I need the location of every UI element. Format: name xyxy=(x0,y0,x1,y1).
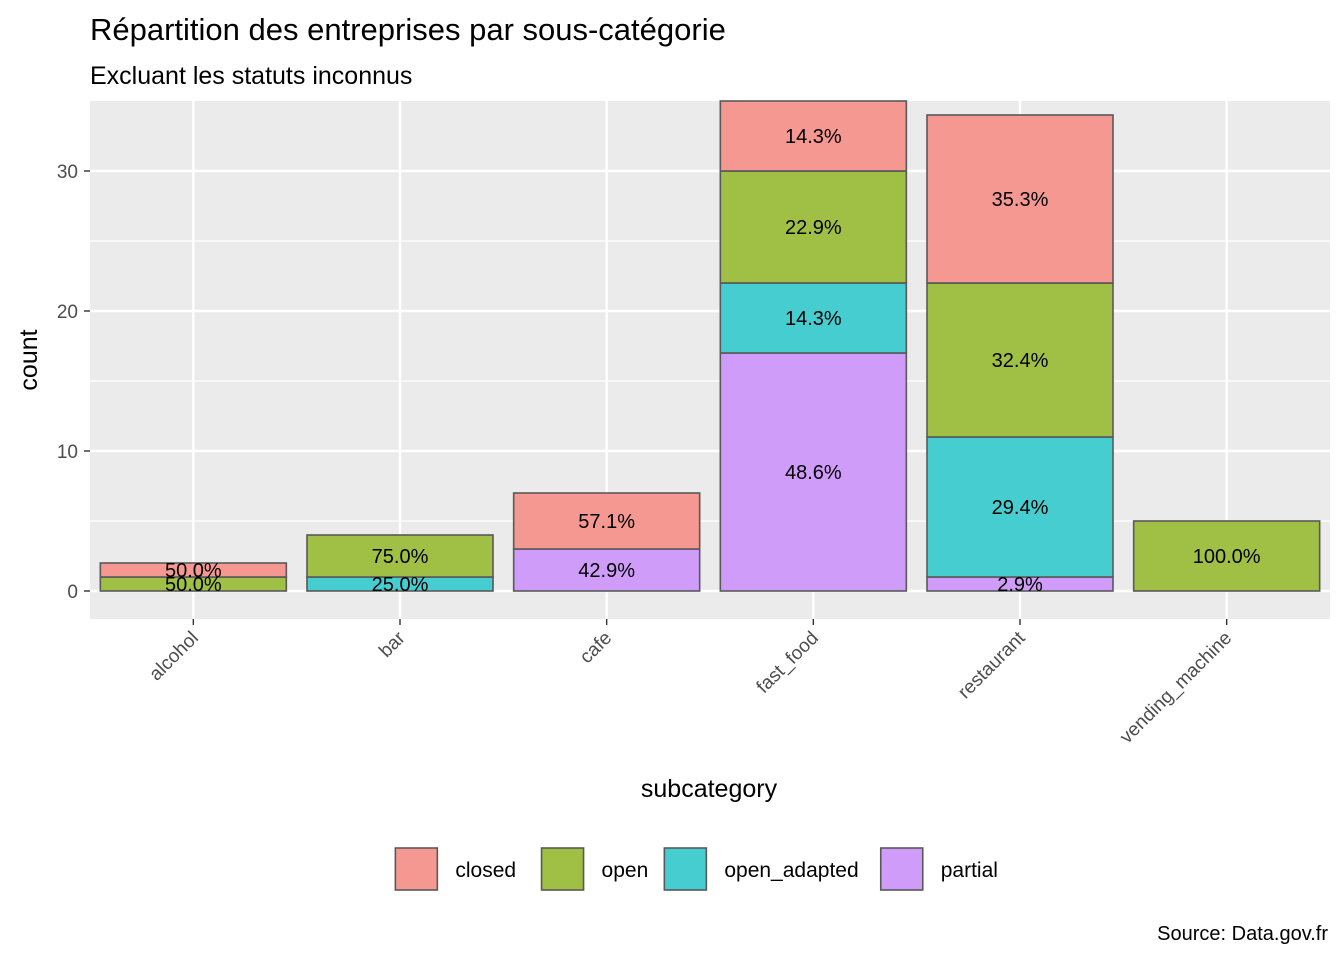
y-tick-label: 30 xyxy=(57,162,78,183)
bar-segment-fast_food-closed xyxy=(719,100,908,172)
data-label-restaurant-partial: 2.9% xyxy=(997,574,1043,596)
chart-subtitle: Excluant les statuts inconnus xyxy=(90,62,412,90)
bar-segment-fast_food-open_adapted xyxy=(719,282,908,354)
data-label-alcohol-closed: 50.0% xyxy=(165,560,222,582)
x-tick-label: vending_machine xyxy=(1116,628,1236,748)
data-label-bar-open_adapted: 25.0% xyxy=(372,574,429,596)
y-tick-label: 20 xyxy=(57,302,78,323)
bar-segment-restaurant-open xyxy=(926,282,1114,438)
data-label-restaurant-closed: 35.3% xyxy=(992,189,1049,211)
plot-panel xyxy=(90,101,1330,619)
x-axis-ticks: alcohol bar cafe fast_food restaurant vending… xyxy=(145,619,1236,748)
legend-label-open: open xyxy=(602,859,649,882)
legend-swatch-partial xyxy=(879,847,924,891)
x-tick-label: fast_food xyxy=(753,628,823,698)
bar-segment-restaurant-open_adapted xyxy=(926,436,1114,578)
data-label-bar-open: 75.0% xyxy=(372,546,429,568)
legend-swatch-open xyxy=(540,847,585,891)
chart-title: Répartition des entreprises par sous-cat… xyxy=(90,12,726,47)
data-label-fast_food-open: 22.9% xyxy=(785,217,842,239)
x-tick-label: restaurant xyxy=(954,627,1030,703)
data-label-group: 50.0%50.0% 25.0% 75.0% 42.9% 57.1% 48.6% 14.3%… xyxy=(165,126,1261,596)
bar-segment-alcohol-closed xyxy=(99,562,288,578)
x-axis-title: subcategory xyxy=(641,775,778,803)
data-label-vending_machine-open: 100.0% xyxy=(1193,546,1261,568)
data-label-fast_food-partial: 48.6% xyxy=(785,462,842,484)
caption: Source: Data.gov.fr xyxy=(1157,923,1328,945)
bar-segment-cafe-closed xyxy=(512,492,701,550)
legend-label-closed: closed xyxy=(455,859,516,882)
bar-stack-group xyxy=(99,100,1321,592)
bar-segment-fast_food-partial xyxy=(719,352,908,592)
data-label-cafe-closed: 57.1% xyxy=(578,511,635,533)
bar-segment-cafe-partial xyxy=(512,548,701,592)
bar-segment-bar-open xyxy=(306,534,494,578)
legend-label-partial: partial xyxy=(941,859,998,882)
data-label-restaurant-open_adapted: 29.4% xyxy=(992,497,1049,519)
data-label-restaurant-open: 32.4% xyxy=(992,350,1049,372)
bar-segment-restaurant-closed xyxy=(926,114,1114,284)
x-tick-label: cafe xyxy=(576,628,616,668)
y-axis-ticks: 0 10 20 30 xyxy=(57,162,90,603)
data-label-alcohol-open: 50.0% xyxy=(165,574,222,596)
bar-segment-vending_machine-open xyxy=(1132,520,1321,592)
legend-swatch-closed xyxy=(394,847,439,891)
x-tick-label: bar xyxy=(375,627,410,662)
legend-item-closed: closed xyxy=(394,847,516,891)
legend-label-open_adapted: open_adapted xyxy=(724,859,858,882)
legend: closed open open_adapted partial xyxy=(394,847,998,891)
x-tick-label: alcohol xyxy=(145,628,202,685)
legend-item-open_adapted: open_adapted xyxy=(663,847,859,891)
data-label-fast_food-open_adapted: 14.3% xyxy=(785,308,842,330)
legend-swatch-open_adapted xyxy=(663,847,708,891)
data-label-cafe-partial: 42.9% xyxy=(578,560,635,582)
legend-item-partial: partial xyxy=(879,847,998,891)
data-label-fast_food-closed: 14.3% xyxy=(785,126,842,148)
y-axis-title: count xyxy=(15,329,43,390)
y-tick-label: 0 xyxy=(67,582,78,603)
y-tick-label: 10 xyxy=(57,442,78,463)
legend-item-open: open xyxy=(540,847,649,891)
